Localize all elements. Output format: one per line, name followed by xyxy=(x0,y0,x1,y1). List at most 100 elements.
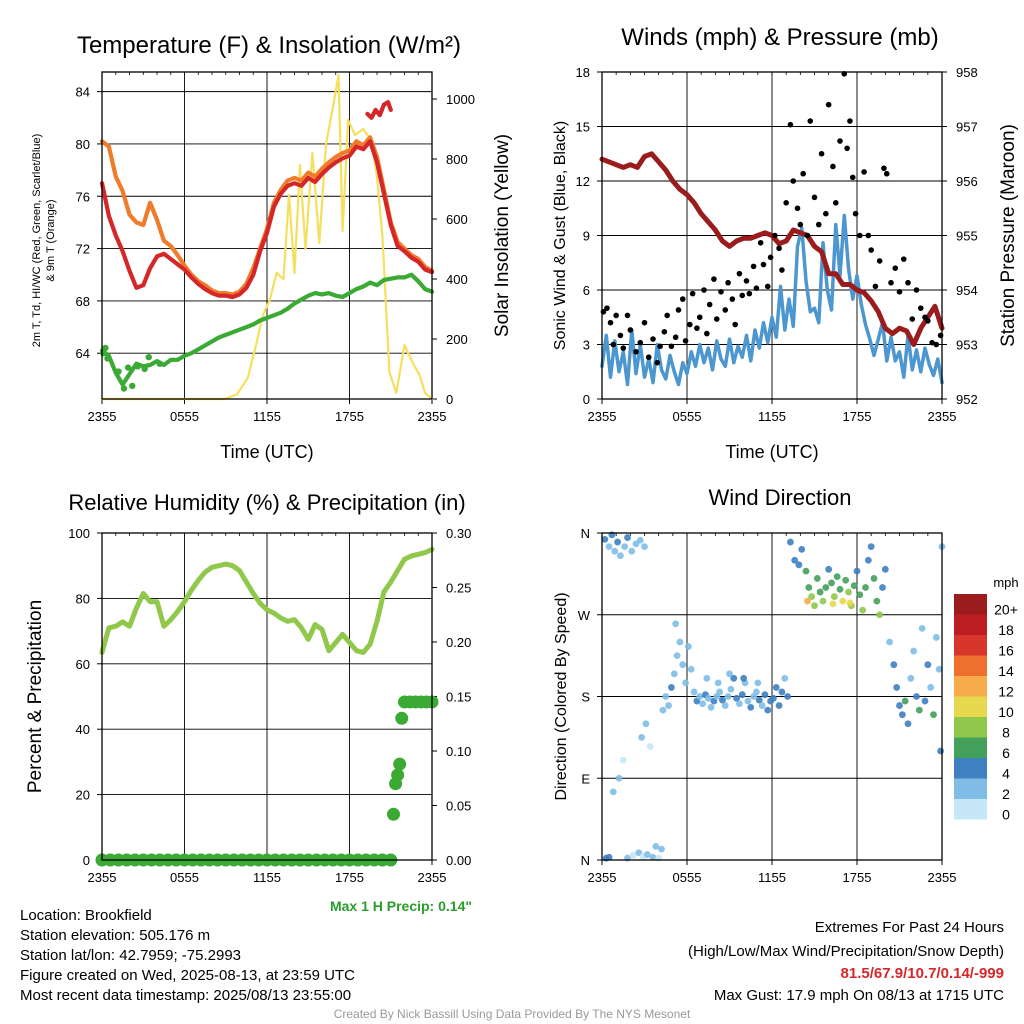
winds-y2-tick-label: 958 xyxy=(956,65,978,80)
direction-point xyxy=(770,694,777,702)
direction-point xyxy=(853,567,861,575)
winds-gust-dot xyxy=(881,165,887,172)
winds-x-tick-label: 1755 xyxy=(843,409,872,424)
winds-y-tick-label: 6 xyxy=(583,283,590,298)
direction-point xyxy=(898,711,906,719)
winds-gust-dot xyxy=(800,170,806,177)
direction-point xyxy=(724,693,732,700)
humidity-y2-tick-label: 0.20 xyxy=(446,635,471,650)
temperature-series-dot xyxy=(115,368,122,375)
direction-point xyxy=(730,674,738,682)
direction-point xyxy=(658,845,665,853)
humidity-x-tick-label: 1755 xyxy=(335,870,364,885)
direction-point xyxy=(910,647,918,655)
direction-point xyxy=(682,679,689,687)
direction-point xyxy=(886,638,893,646)
direction-point xyxy=(670,670,678,678)
elevation-text: Station elevation: 505.176 m xyxy=(20,927,211,944)
winds-gust-dot xyxy=(779,267,785,273)
direction-x-tick-label: 2355 xyxy=(928,870,957,885)
direction-point xyxy=(733,694,740,702)
direction-legend-swatch xyxy=(954,696,987,717)
winds-gust-dot xyxy=(804,232,811,239)
winds-gust-dot xyxy=(876,258,883,264)
direction-point xyxy=(830,593,838,600)
direction-legend-label: 10 xyxy=(998,704,1014,720)
winds-gust-dot xyxy=(750,263,757,270)
direction-x-tick-label: 2355 xyxy=(588,870,617,885)
direction-point xyxy=(816,588,824,596)
winds-gust-dot xyxy=(718,289,724,295)
temperature-y-tick-label: 76 xyxy=(76,189,90,204)
temperature-series-dot xyxy=(102,344,109,352)
winds-gust-dot xyxy=(849,174,856,181)
winds-gust-dot xyxy=(811,194,818,201)
temperature-x-tick-label: 1755 xyxy=(335,409,364,424)
direction-point xyxy=(605,543,613,551)
winds-gust-dot xyxy=(823,210,829,217)
direction-point xyxy=(859,606,867,614)
humidity-x-tick-label: 1155 xyxy=(253,870,281,885)
direction-point xyxy=(935,665,943,673)
winds-y-tick-label: 3 xyxy=(583,338,590,353)
recent-data-text: Most recent data timestamp: 2025/08/13 2… xyxy=(20,987,352,1004)
direction-point xyxy=(753,688,760,696)
winds-gust-dot xyxy=(913,287,920,293)
direction-point xyxy=(867,543,875,551)
winds-gust-dot xyxy=(654,359,661,366)
winds-gust-dot xyxy=(645,354,652,361)
winds-gust-dot xyxy=(682,338,689,344)
temperature-x-tick-label: 2355 xyxy=(88,409,117,424)
winds-y-tick-label: 12 xyxy=(576,174,590,189)
winds-gust-dot xyxy=(679,296,686,302)
direction-point xyxy=(714,679,722,687)
winds-title: Winds (mph) & Pressure (mb) xyxy=(621,24,938,51)
direction-point xyxy=(836,585,844,593)
winds-gust-dot xyxy=(732,321,738,328)
direction-x-tick-label: 1755 xyxy=(843,870,872,885)
winds-gust-dot xyxy=(857,232,863,239)
temperature-series-dot xyxy=(124,364,132,371)
direction-legend-swatch xyxy=(954,655,987,676)
direction-point xyxy=(842,576,850,584)
temperature-y2-tick-label: 0 xyxy=(446,392,453,407)
direction-point xyxy=(703,674,711,682)
direction-point xyxy=(601,535,609,543)
direction-point xyxy=(804,597,811,605)
direction-point xyxy=(876,611,884,619)
winds-gust-dot xyxy=(772,232,778,239)
humidity-y-tick-label: 80 xyxy=(76,591,90,606)
direction-point xyxy=(795,561,803,569)
humidity-y2-tick-label: 0.10 xyxy=(446,744,471,759)
direction-point xyxy=(619,756,627,764)
direction-point xyxy=(808,593,816,600)
winds-gust-dot xyxy=(896,289,903,295)
winds-y2-tick-label: 954 xyxy=(956,283,978,298)
humidity-y2-tick-label: 0.05 xyxy=(446,799,471,814)
direction-point xyxy=(662,693,670,700)
winds-gust-dot xyxy=(711,276,717,282)
winds-y2-tick-label: 956 xyxy=(956,174,978,189)
direction-y-tick-label: W xyxy=(578,608,591,623)
direction-point xyxy=(646,743,654,750)
temperature-series-dot xyxy=(141,365,148,373)
humidity-precip-dot xyxy=(395,711,409,725)
temperature-series-dot xyxy=(129,382,136,390)
winds-gust-dot xyxy=(627,327,634,333)
direction-legend-label: 0 xyxy=(1002,806,1010,822)
temperature-y2-tick-label: 200 xyxy=(446,332,468,347)
humidity-y-tick-label: 20 xyxy=(76,788,90,803)
direction-legend-swatch xyxy=(954,717,987,738)
direction-point xyxy=(901,697,909,705)
direction-point xyxy=(636,536,644,544)
direction-point xyxy=(611,547,619,555)
credit-text: Created By Nick Bassill Using Data Provi… xyxy=(333,1007,691,1021)
direction-point xyxy=(736,700,743,708)
winds-gust-dot xyxy=(613,312,619,319)
winds-series-line xyxy=(600,213,944,387)
winds-gust-dot xyxy=(610,341,617,348)
winds-gust-dot xyxy=(633,348,639,355)
direction-point xyxy=(813,575,821,582)
direction-point xyxy=(665,702,672,709)
